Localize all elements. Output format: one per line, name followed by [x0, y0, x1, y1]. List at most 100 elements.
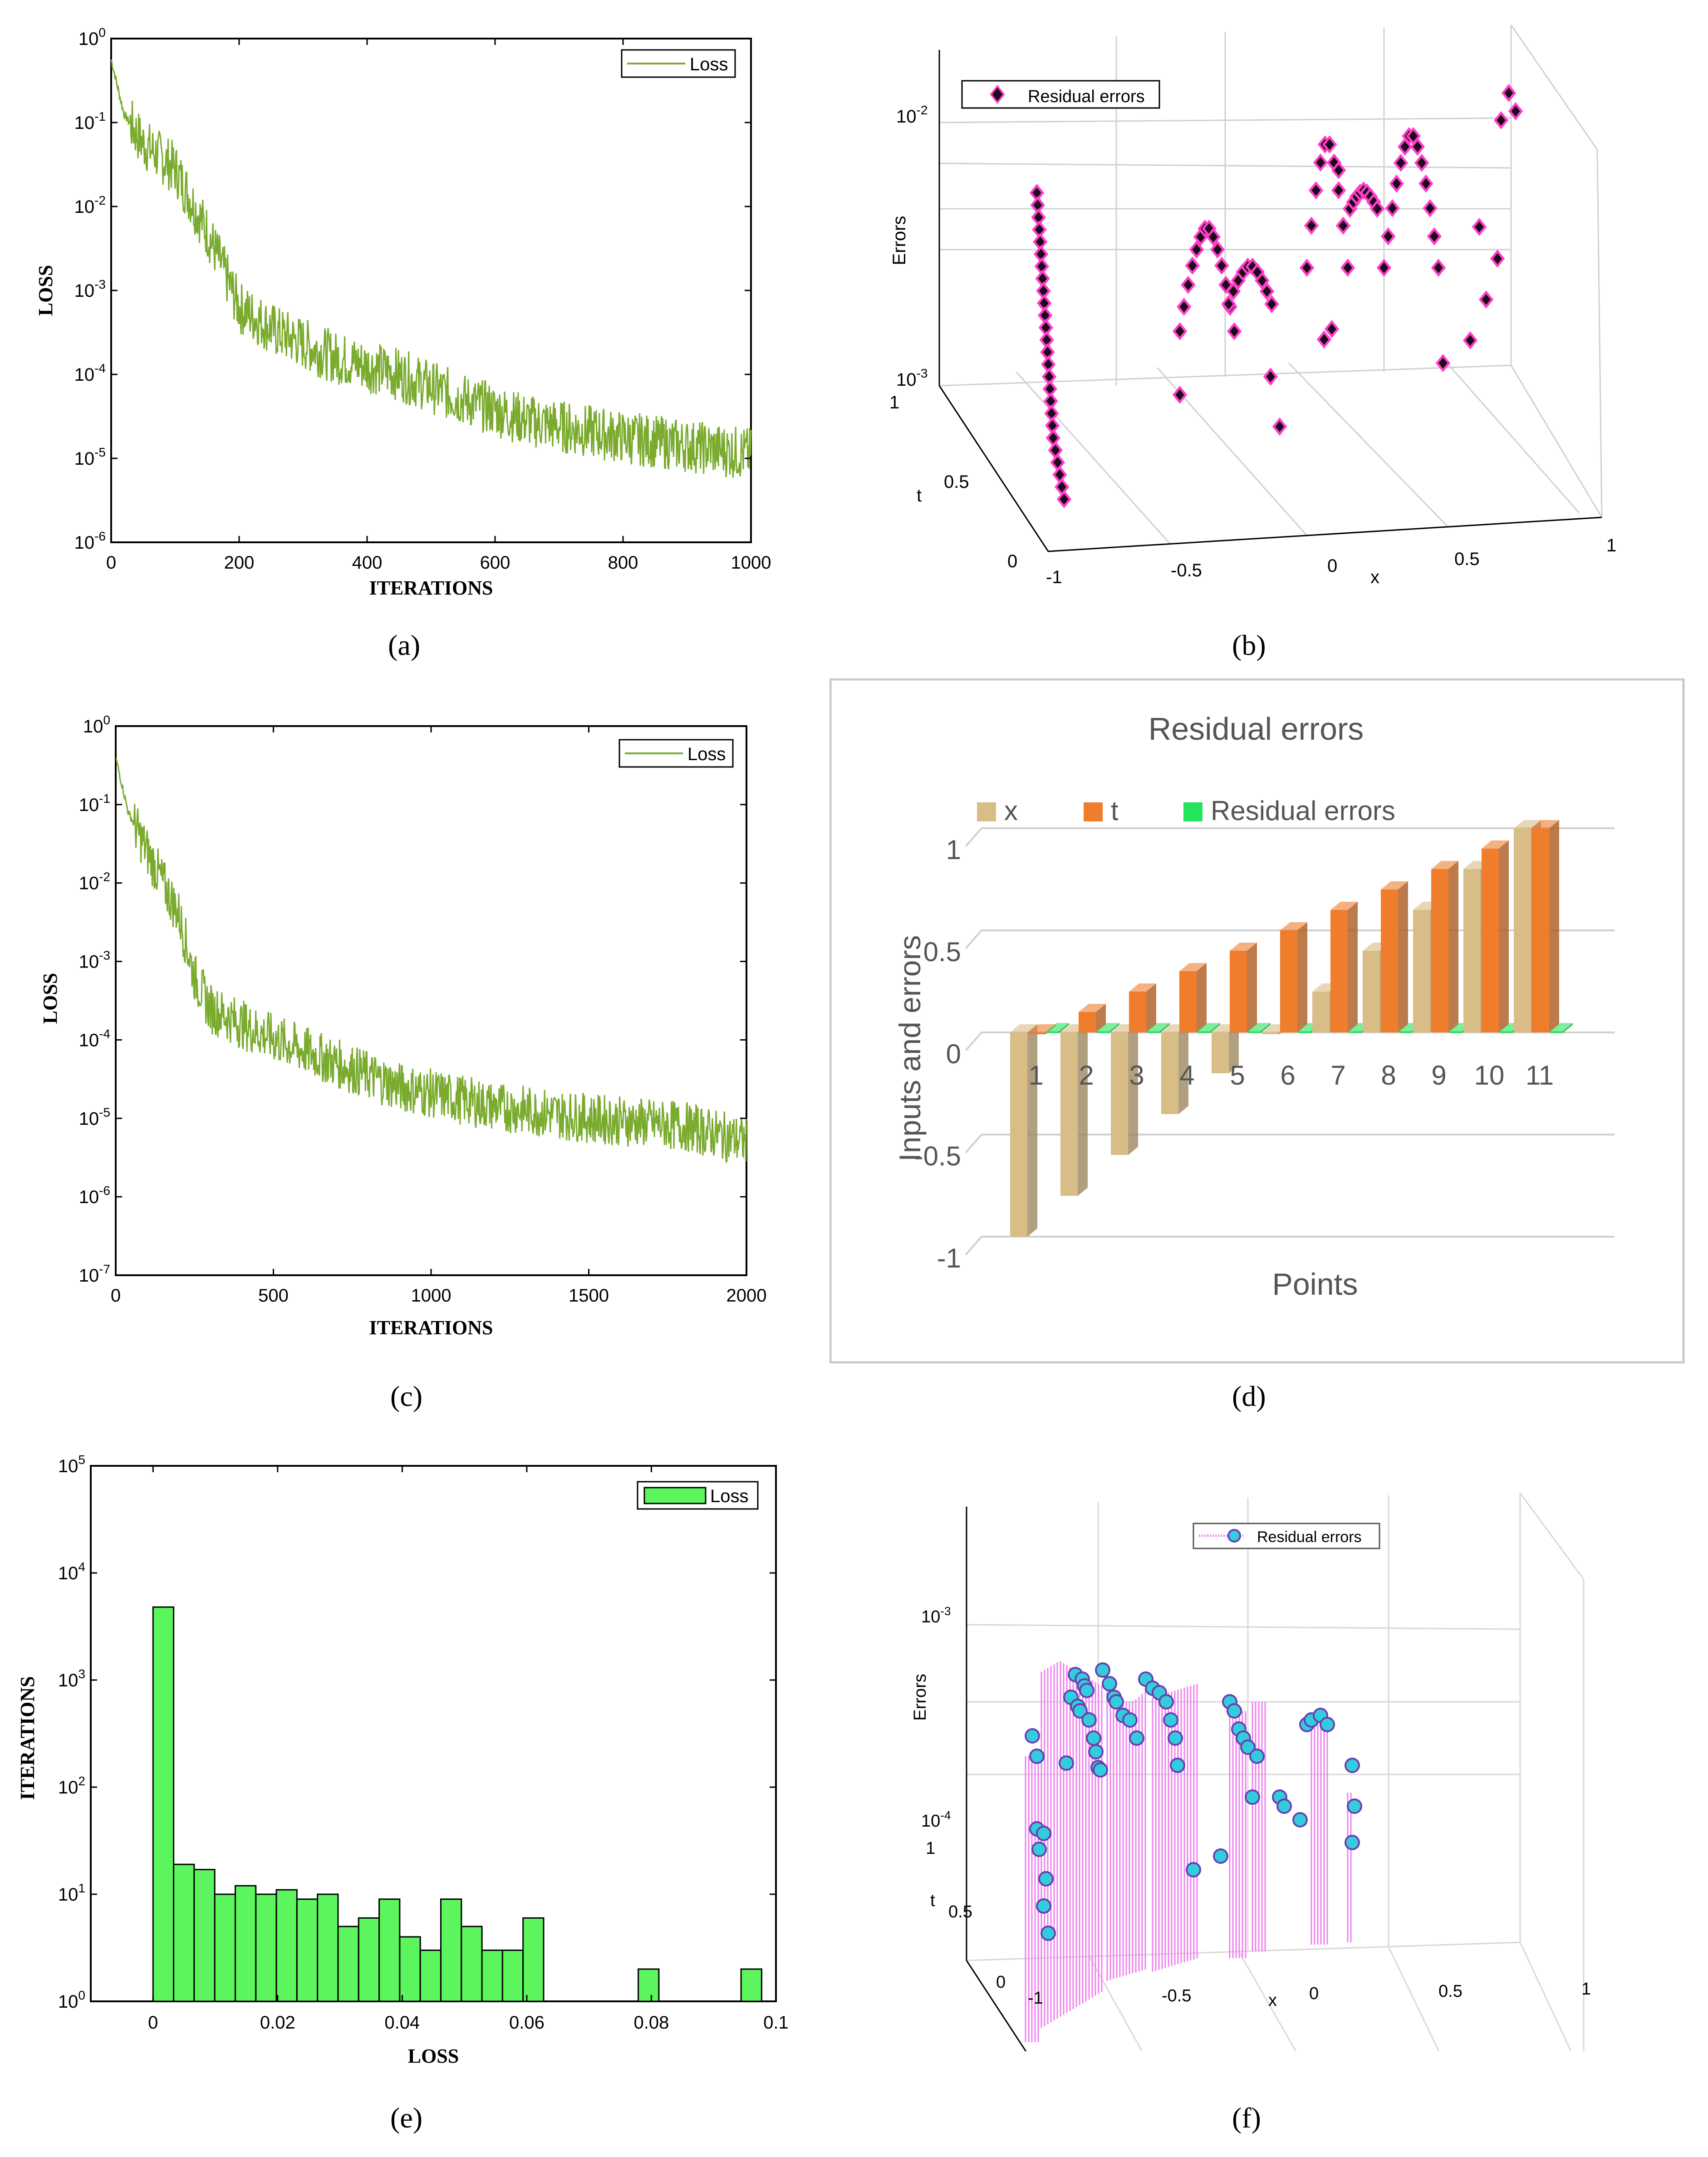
bar-residual — [1147, 1023, 1170, 1033]
chart-d-legend-x: x — [1004, 796, 1018, 826]
histogram-bar — [193, 1869, 216, 2002]
x-tick-label: 800 — [608, 553, 638, 573]
chart-a-plot-area — [110, 38, 752, 543]
chart-f-xtick-3: 0 — [1309, 1984, 1319, 2003]
residual-error-point — [1478, 290, 1494, 309]
category-label: 2 — [1079, 1060, 1094, 1091]
histogram-bar — [296, 1898, 319, 2002]
caption-b: (b) — [1232, 629, 1266, 661]
chart-f-ytick-1: 1 — [926, 1839, 935, 1858]
residual-error-point — [1313, 153, 1328, 172]
chart-a-legend-label: Loss — [690, 54, 728, 74]
histogram-bar — [214, 1893, 236, 2002]
residual-error-point — [1052, 466, 1067, 484]
legend-swatch-t — [1084, 802, 1103, 821]
bar-t — [1079, 1004, 1106, 1032]
y-tick-label: 100 — [79, 25, 106, 49]
category-label: 3 — [1129, 1060, 1144, 1091]
residual-error-point — [1056, 490, 1072, 508]
y-tick-label: -1 — [937, 1243, 961, 1273]
legend-swatch-circle — [1227, 1529, 1241, 1543]
residual-error-point — [1088, 1744, 1104, 1759]
residual-error-point — [1423, 199, 1438, 217]
residual-error-point — [1189, 240, 1204, 259]
chart-b-ztick-2: 10-3 — [896, 366, 928, 390]
chart-c-ylabel: LOSS — [39, 973, 61, 1024]
y-tick-label: 10-1 — [79, 791, 110, 815]
chart-a-xlabel: ITERATIONS — [369, 577, 493, 599]
residual-error-point — [1304, 216, 1319, 235]
chart-f-legend: Residual errors — [1193, 1523, 1380, 1549]
residual-error-point — [1186, 1862, 1201, 1877]
bar-residual — [1046, 1023, 1069, 1033]
y-tick-label: 102 — [58, 1774, 85, 1798]
residual-error-point — [1129, 1730, 1144, 1746]
bar-t — [1482, 840, 1509, 1032]
residual-error-point — [1172, 322, 1188, 340]
caption-c: (c) — [390, 1380, 423, 1412]
chart-f-zlabel: Errors — [911, 1674, 930, 1720]
chart-b-xtick-4: 0.5 — [1454, 549, 1480, 569]
chart-f-xtick-1: -1 — [1028, 1989, 1043, 2008]
y-tick-label: 100 — [83, 713, 110, 737]
residual-error-point — [1345, 1758, 1360, 1773]
chart-c-legend: Loss — [618, 739, 734, 768]
bar-t — [1280, 922, 1307, 1032]
y-tick-label: 10-5 — [74, 445, 106, 469]
residual-stem-curtain — [1310, 1720, 1328, 1945]
chart-b-xtick-3: 0 — [1327, 556, 1337, 576]
residual-error-point — [1320, 1717, 1335, 1732]
bar-t — [1179, 963, 1207, 1032]
y-tick-label: 100 — [58, 1988, 85, 2012]
legend-swatch-x — [977, 802, 996, 821]
chart-b-legend: Residual errors — [961, 80, 1160, 109]
residual-stem-curtain — [1347, 1793, 1352, 1942]
residual-error-point — [1168, 1730, 1183, 1746]
caption-e: (e) — [390, 2102, 423, 2134]
chart-a-ylabel: LOSS — [34, 265, 57, 316]
chart-c: 0 500 1000 1500 2000 10-7 10-6 10-5 10-4 10-3 10-2… — [39, 713, 766, 1339]
y-tick-label: 10-3 — [79, 948, 110, 972]
category-label: 1 — [1028, 1060, 1043, 1091]
residual-error-point — [1221, 295, 1236, 313]
histogram-bar — [152, 1606, 175, 2002]
bar-x — [1060, 1024, 1088, 1196]
chart-a-legend: Loss — [621, 49, 736, 78]
x-tick-label: 500 — [258, 1286, 289, 1306]
chart-f-xtick-5: 1 — [1581, 1980, 1591, 1999]
histogram-bar — [378, 1898, 401, 2002]
residual-stem-curtain — [1106, 1684, 1146, 1981]
residual-error-point — [1054, 478, 1070, 496]
chart-d-ylabel: Inputs and errors — [893, 935, 927, 1162]
histogram-bar — [740, 1968, 762, 2002]
residual-error-point — [1029, 1749, 1045, 1764]
residual-error-point — [1263, 368, 1278, 386]
chart-b-ztick-1: 10-2 — [896, 103, 928, 127]
chart-c-plot-area — [115, 725, 747, 1276]
y-tick-label: -0.5 — [914, 1141, 961, 1171]
residual-error-point — [1240, 1739, 1256, 1755]
chart-f-xtick-4: 0.5 — [1438, 1982, 1463, 2001]
y-tick-label: 10-4 — [74, 361, 106, 385]
residual-error-point — [1493, 111, 1509, 129]
x-tick-label: 0 — [106, 553, 116, 573]
category-label: 4 — [1179, 1060, 1194, 1091]
chart-f-xlabel: x — [1268, 1991, 1277, 2010]
residual-error-point — [1376, 259, 1392, 277]
residual-error-point — [1048, 441, 1063, 459]
bar-residual — [1198, 1023, 1220, 1033]
histogram-bar — [461, 1926, 483, 2002]
residual-error-point — [1331, 181, 1346, 200]
y-tick-label: 10-6 — [74, 529, 106, 553]
histogram-bar — [419, 1949, 442, 2002]
x-tick-label: 0 — [111, 1286, 121, 1306]
chart-c-legend-label: Loss — [687, 744, 726, 764]
residual-error-point — [1122, 1712, 1138, 1728]
chart-e-legend-label: Loss — [710, 1486, 749, 1506]
bar-x — [1010, 1024, 1037, 1237]
residual-error-point — [1276, 1798, 1292, 1814]
residual-error-point — [1163, 1712, 1178, 1728]
histogram-bar — [638, 1968, 660, 2002]
y-tick-label: 10-5 — [79, 1105, 110, 1129]
chart-d-legend: x t Residual errors — [977, 796, 1395, 826]
